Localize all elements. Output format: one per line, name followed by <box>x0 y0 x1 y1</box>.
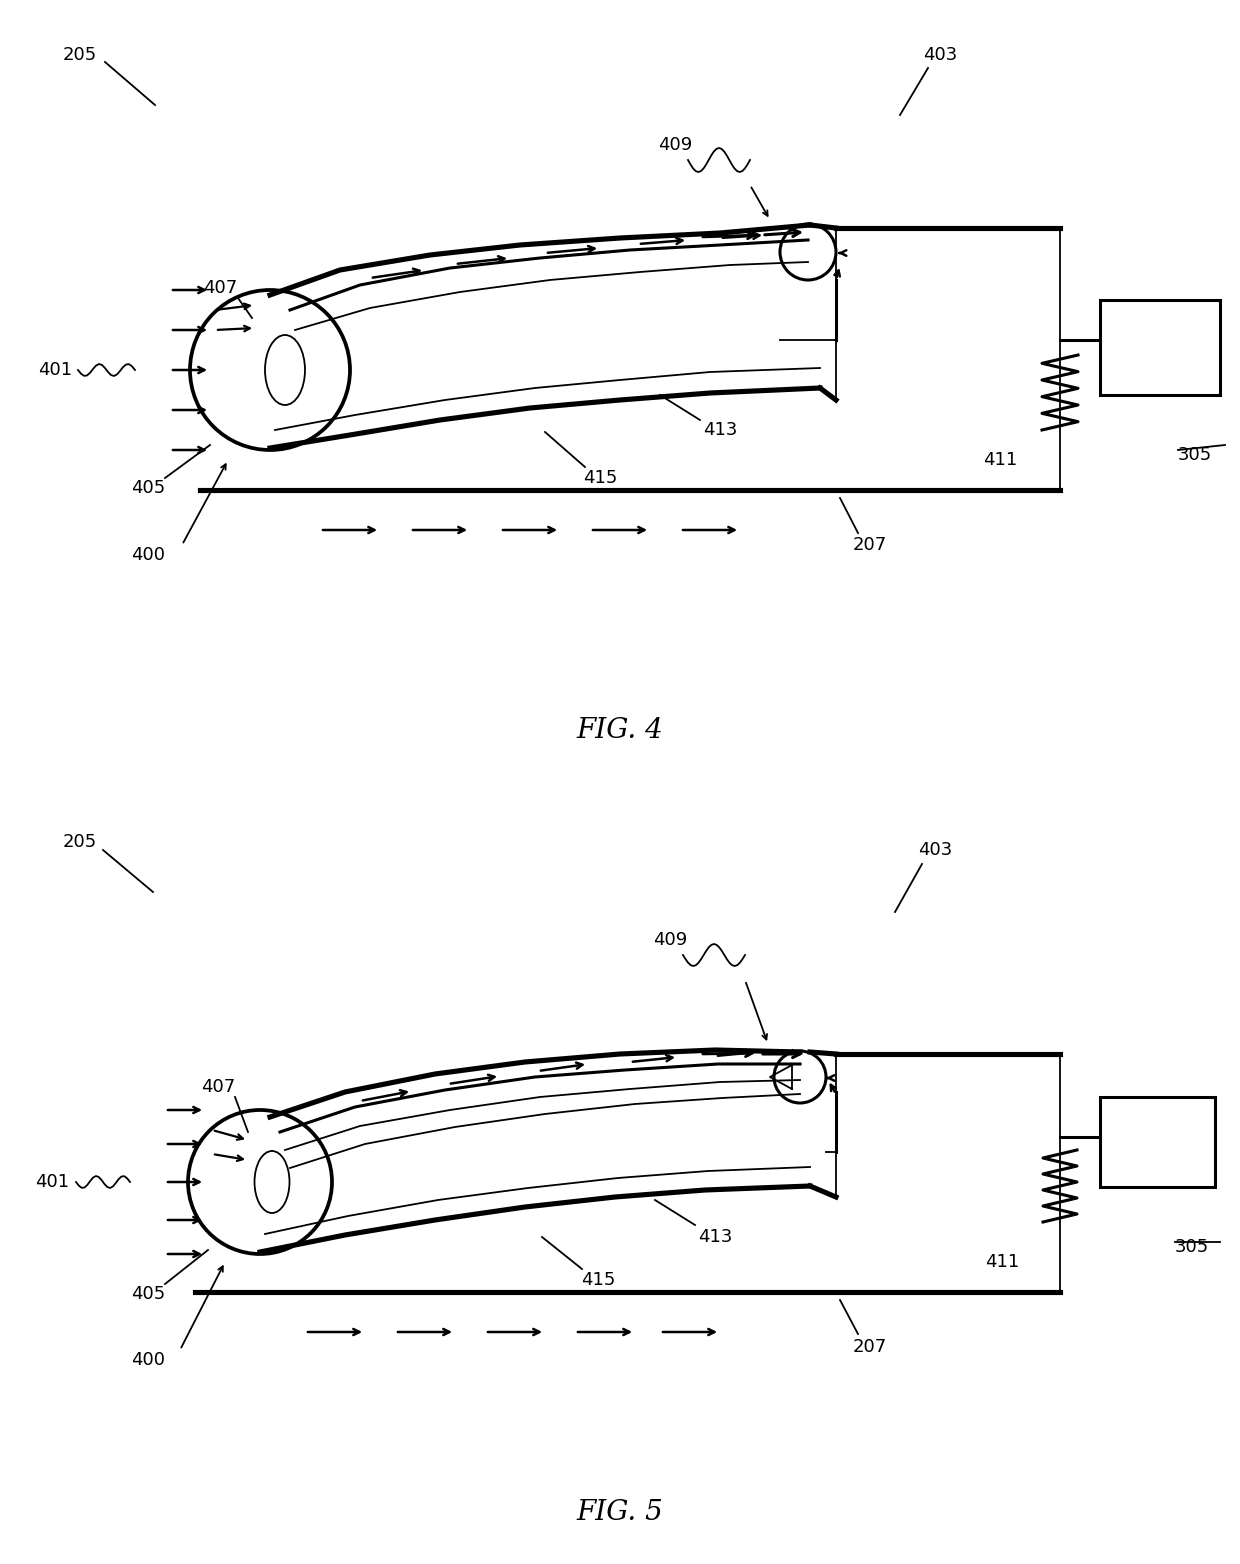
Text: 403: 403 <box>918 841 952 859</box>
Text: 405: 405 <box>131 1286 165 1303</box>
Text: 305: 305 <box>1178 446 1213 465</box>
Text: 205: 205 <box>63 45 97 64</box>
Text: 409: 409 <box>658 136 692 153</box>
Text: FIG. 5: FIG. 5 <box>577 1498 663 1525</box>
Text: 401: 401 <box>38 361 72 378</box>
Text: 411: 411 <box>983 450 1017 469</box>
Text: 409: 409 <box>653 931 687 949</box>
Text: 401: 401 <box>35 1173 69 1192</box>
Text: 407: 407 <box>203 278 237 297</box>
Text: 413: 413 <box>698 1228 732 1247</box>
Text: 405: 405 <box>131 479 165 497</box>
Text: 411: 411 <box>985 1253 1019 1272</box>
Text: 207: 207 <box>853 1337 887 1356</box>
Text: 413: 413 <box>703 421 738 439</box>
Text: 400: 400 <box>131 546 165 565</box>
Text: 400: 400 <box>131 1351 165 1368</box>
Text: 207: 207 <box>853 536 887 554</box>
Text: 407: 407 <box>201 1078 236 1096</box>
Text: FIG. 4: FIG. 4 <box>577 716 663 743</box>
Text: 305: 305 <box>1174 1239 1209 1256</box>
Text: 415: 415 <box>580 1272 615 1289</box>
Text: 415: 415 <box>583 469 618 486</box>
Text: 403: 403 <box>923 45 957 64</box>
Text: 205: 205 <box>63 834 97 851</box>
